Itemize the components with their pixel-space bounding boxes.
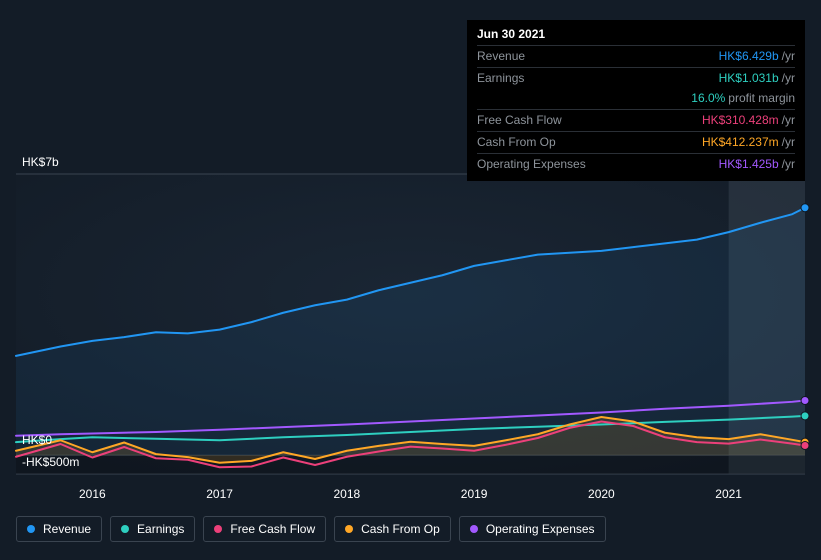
legend-item-earnings[interactable]: Earnings (110, 516, 195, 542)
legend-dot-icon (345, 525, 353, 533)
chart-legend: Revenue Earnings Free Cash Flow Cash From O… (16, 516, 606, 542)
x-axis-label: 2019 (461, 487, 488, 501)
legend-dot-icon (214, 525, 222, 533)
y-axis-label: HK$0 (22, 433, 52, 447)
tooltip-row-label: Revenue (477, 48, 597, 65)
tooltip-row-value: HK$1.031b/yr (719, 70, 795, 87)
tooltip-row: Revenue HK$6.429b/yr (477, 45, 795, 67)
tooltip-row: 16.0%profit margin (477, 88, 795, 109)
tooltip-row-value: HK$310.428m/yr (702, 112, 795, 129)
legend-item-cash-from-op[interactable]: Cash From Op (334, 516, 451, 542)
x-axis-label: 2018 (334, 487, 361, 501)
tooltip-row-label: Earnings (477, 70, 597, 87)
tooltip-row: Operating Expenses HK$1.425b/yr (477, 153, 795, 175)
x-axis-label: 2016 (79, 487, 106, 501)
y-axis-label: HK$7b (22, 155, 59, 169)
legend-label: Free Cash Flow (230, 522, 315, 536)
tooltip-row-label (477, 90, 597, 107)
x-axis-label: 2017 (206, 487, 233, 501)
tooltip-title: Jun 30 2021 (477, 26, 795, 43)
legend-dot-icon (27, 525, 35, 533)
legend-item-revenue[interactable]: Revenue (16, 516, 102, 542)
tooltip-row-label: Operating Expenses (477, 156, 597, 173)
legend-label: Operating Expenses (486, 522, 595, 536)
legend-label: Earnings (137, 522, 184, 536)
tooltip-row: Earnings HK$1.031b/yr (477, 67, 795, 89)
y-axis-label: -HK$500m (22, 455, 79, 469)
tooltip-row-value: HK$6.429b/yr (719, 48, 795, 65)
tooltip-row-value: HK$412.237m/yr (702, 134, 795, 151)
legend-item-operating-expenses[interactable]: Operating Expenses (459, 516, 606, 542)
tooltip-row-label: Cash From Op (477, 134, 597, 151)
tooltip-row-label: Free Cash Flow (477, 112, 597, 129)
x-axis-label: 2020 (588, 487, 615, 501)
tooltip-row: Free Cash Flow HK$310.428m/yr (477, 109, 795, 131)
chart-tooltip: Jun 30 2021 Revenue HK$6.429b/yr Earnings H… (467, 20, 805, 181)
tooltip-row: Cash From Op HK$412.237m/yr (477, 131, 795, 153)
legend-dot-icon (121, 525, 129, 533)
tooltip-row-value: HK$1.425b/yr (719, 156, 795, 173)
tooltip-row-value: 16.0%profit margin (691, 90, 795, 107)
legend-dot-icon (470, 525, 478, 533)
legend-label: Cash From Op (361, 522, 440, 536)
legend-item-free-cash-flow[interactable]: Free Cash Flow (203, 516, 326, 542)
legend-label: Revenue (43, 522, 91, 536)
x-axis-label: 2021 (715, 487, 742, 501)
